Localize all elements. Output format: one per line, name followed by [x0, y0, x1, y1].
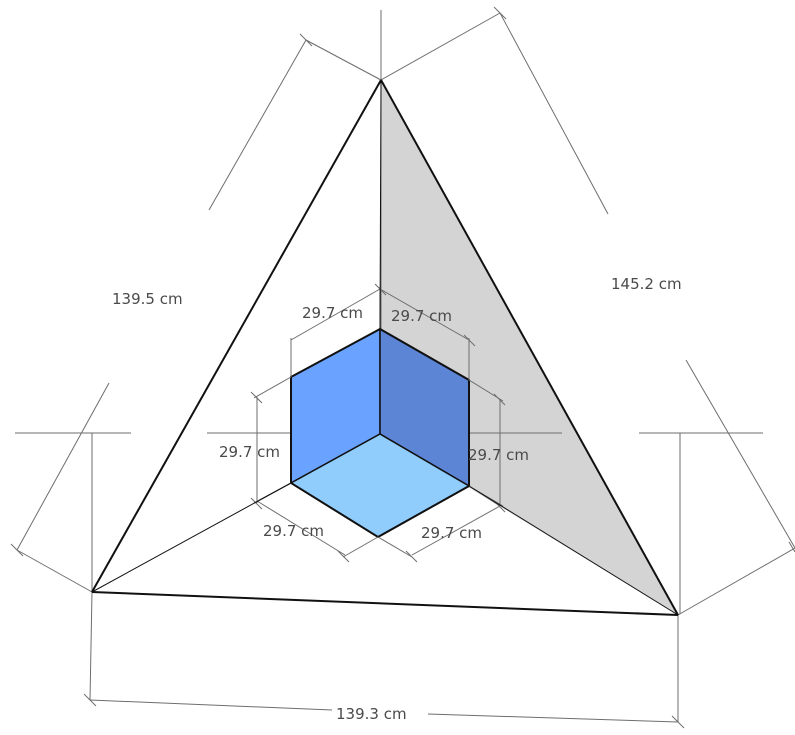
- label-cube-bottom-right: 29.7 cm: [421, 524, 482, 542]
- label-cube-bottom-left: 29.7 cm: [263, 522, 324, 540]
- label-tetra-left-edge: 139.5 cm: [112, 290, 183, 308]
- label-tetra-bottom-edge: 139.3 cm: [336, 705, 407, 723]
- label-cube-top-right: 29.7 cm: [391, 307, 452, 325]
- label-tetra-right-edge: 145.2 cm: [611, 275, 682, 293]
- cube-dimensions: 29.7 cm 29.7 cm 29.7 cm 29.7 cm 29.7 cm …: [219, 283, 529, 563]
- dim-tetra-right-edge: 145.2 cm: [380, 6, 795, 616]
- label-cube-left-height: 29.7 cm: [219, 443, 280, 461]
- dim-tetra-bottom-edge: 139.3 cm: [83, 591, 685, 729]
- label-cube-top-left: 29.7 cm: [302, 304, 363, 322]
- label-cube-right-height: 29.7 cm: [468, 446, 529, 464]
- tetrahedron-edges: [91, 79, 679, 616]
- dim-tetra-left-edge: 139.5 cm: [10, 33, 382, 593]
